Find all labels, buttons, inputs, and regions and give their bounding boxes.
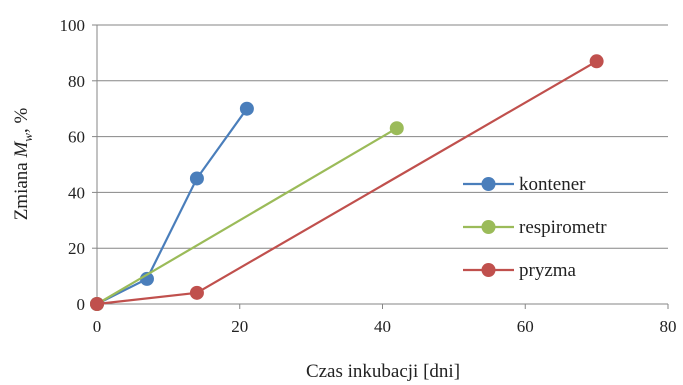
legend-label-respirometr: respirometr	[519, 217, 607, 238]
y-tick-label-80: 80	[68, 72, 85, 91]
x-tick-label-80: 80	[660, 317, 677, 336]
y-axis-title-subscript: w	[20, 133, 35, 142]
axes	[92, 24, 669, 309]
y-tick-label-40: 40	[68, 183, 85, 202]
y-tick-label-0: 0	[77, 295, 86, 314]
x-axis-title: Czas inkubacji [dni]	[306, 361, 460, 382]
x-tick-label-40: 40	[374, 317, 391, 336]
legend: kontener respirometr pryzma	[463, 174, 607, 281]
y-axis-title-suffix: , %	[11, 108, 32, 134]
data-point-pryzma-1	[189, 285, 204, 300]
legend-marker-respirometr	[481, 220, 496, 234]
data-point-pryzma-2	[589, 54, 604, 69]
y-tick-label-20: 20	[68, 239, 85, 258]
data-point-pryzma-0	[90, 297, 104, 311]
legend-label-pryzma: pryzma	[519, 260, 577, 281]
x-tick-label-60: 60	[517, 317, 534, 336]
legend-label-kontener: kontener	[519, 174, 586, 195]
legend-marker-pryzma	[481, 263, 496, 277]
y-axis-title: Zmiana Mw, %	[11, 108, 35, 221]
x-tick-labels: 0 20 40 60 80	[93, 317, 677, 336]
data-point-kontener-1	[139, 271, 154, 286]
x-tick-label-0: 0	[93, 317, 102, 336]
y-axis-title-prefix: Zmiana	[11, 158, 32, 221]
y-tick-label-100: 100	[60, 16, 86, 35]
y-tick-labels: 0 20 40 60 80 100	[60, 16, 86, 314]
x-tick-label-20: 20	[231, 317, 248, 336]
series-group	[90, 54, 604, 311]
series-line-kontener	[96, 108, 248, 305]
data-point-respirometr-1	[389, 121, 404, 136]
legend-marker-kontener	[481, 177, 496, 191]
y-tick-label-60: 60	[68, 128, 85, 147]
data-point-kontener-2	[189, 171, 204, 186]
y-axis-title-symbol: M	[11, 141, 32, 159]
data-point-kontener-3	[239, 101, 254, 116]
series-line-respirometr	[96, 127, 398, 305]
